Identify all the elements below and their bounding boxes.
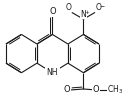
Text: −: − xyxy=(99,4,105,9)
Text: N: N xyxy=(81,10,86,19)
Text: O: O xyxy=(93,85,99,94)
Text: O: O xyxy=(96,3,101,12)
Text: CH$_3$: CH$_3$ xyxy=(107,84,124,96)
Text: O: O xyxy=(65,3,71,12)
Text: NH: NH xyxy=(47,68,58,77)
Text: O: O xyxy=(64,85,70,94)
Text: +: + xyxy=(85,10,89,15)
Text: O: O xyxy=(49,7,56,16)
